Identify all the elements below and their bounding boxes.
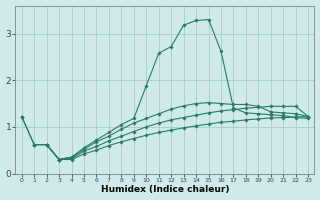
X-axis label: Humidex (Indice chaleur): Humidex (Indice chaleur) xyxy=(101,185,229,194)
